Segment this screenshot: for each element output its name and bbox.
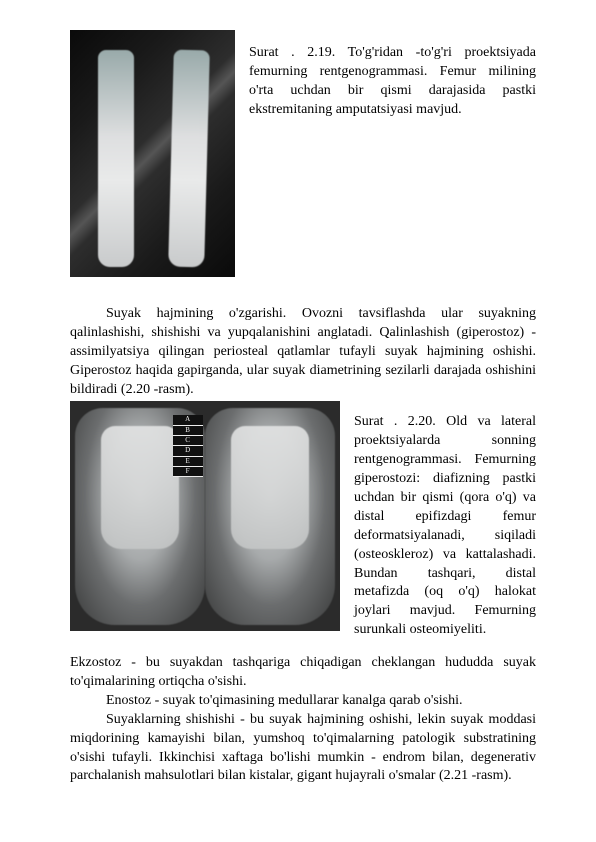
paragraph-enostosis: Enostoz - suyak to'qimasining medullarar… <box>70 692 536 711</box>
paragraph-bone-swelling: Suyaklarning shishishi - bu suyak hajmin… <box>70 711 536 787</box>
scale-tick: B <box>173 426 203 436</box>
figure-block-2-20: A B C D E F Surat . 2.20. Old va lateral… <box>70 399 536 654</box>
scale-tick: E <box>173 457 203 467</box>
scale-tick: F <box>173 467 203 477</box>
scale-tick: C <box>173 436 203 446</box>
radiograph-scale-marker: A B C D E F <box>173 415 203 477</box>
paragraph-bone-volume-change: Suyak hajmining o'zgarishi. Ovozni tavsi… <box>70 305 536 399</box>
figure-block-2-19: Surat . 2.19. To'g'ridan -to'g'ri proekt… <box>70 30 536 277</box>
xray-image-2-20: A B C D E F <box>70 401 340 631</box>
scale-tick: D <box>173 446 203 456</box>
scale-tick: A <box>173 415 203 425</box>
xray-image-2-19 <box>70 30 235 277</box>
document-page: Surat . 2.19. To'g'ridan -to'g'ri proekt… <box>0 0 596 826</box>
paragraph-exostosis: Ekzostoz - bu suyakdan tashqariga chiqad… <box>70 654 536 692</box>
xray-femur-right <box>205 408 335 624</box>
